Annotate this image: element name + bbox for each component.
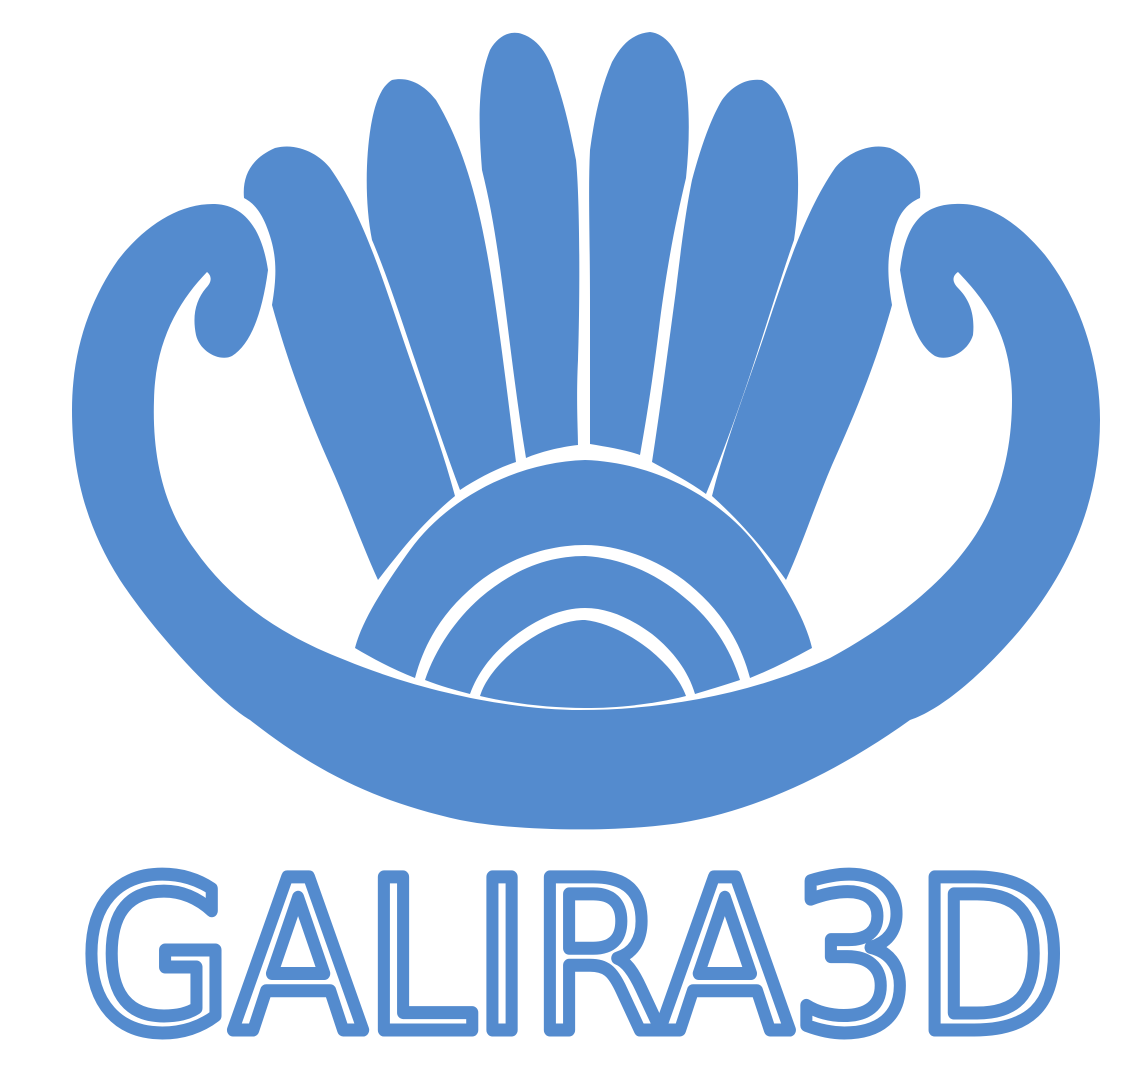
feather-center-right bbox=[589, 32, 689, 455]
feather-inner-left bbox=[366, 79, 516, 491]
feather-inner-right bbox=[652, 79, 799, 495]
wordmark-text: GALIRA3D bbox=[81, 835, 1066, 1080]
crown-arch-middle bbox=[425, 556, 740, 694]
crown-arch-outer bbox=[355, 460, 812, 678]
boat-base-shape bbox=[72, 203, 1100, 830]
feather-outer-left bbox=[243, 146, 455, 580]
feather-center-left bbox=[479, 32, 580, 458]
crown-arch-core bbox=[480, 620, 686, 708]
crown-feathers-emblem-icon bbox=[72, 32, 1100, 830]
wordmark: GALIRA3D bbox=[74, 829, 1072, 1080]
feather-outer-right bbox=[712, 146, 921, 580]
